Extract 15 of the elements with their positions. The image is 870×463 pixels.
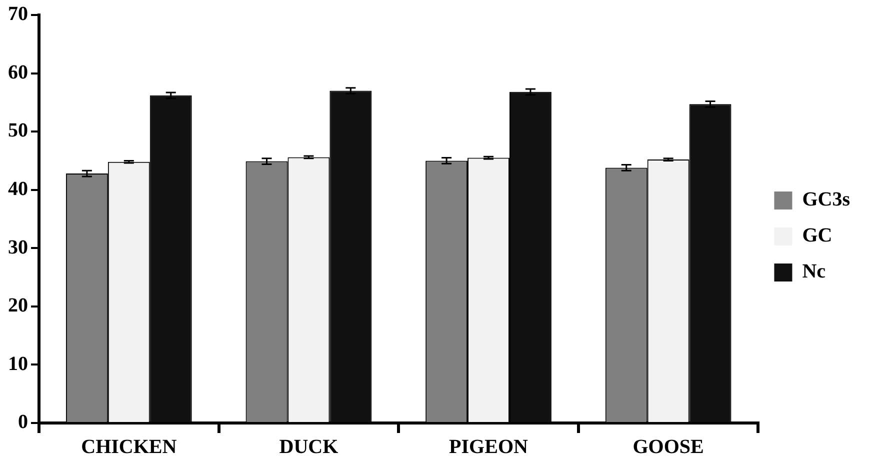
y-tick-label: 60 (8, 61, 28, 84)
legend-label: Nc (802, 260, 826, 283)
y-tick-label: 10 (8, 352, 28, 375)
y-tick-label: 50 (8, 120, 28, 142)
y-tick-label: 20 (8, 294, 28, 317)
x-tick-label: CHICKEN (81, 436, 178, 458)
x-tick-label: GOOSE (632, 436, 704, 458)
y-tick-label: 40 (8, 178, 28, 200)
legend-label: GC (802, 224, 832, 247)
y-tick-label: 30 (8, 236, 28, 258)
legend-label: GC3s (802, 188, 850, 211)
y-tick-label: 0 (18, 411, 28, 434)
x-tick-label: DUCK (279, 436, 339, 458)
y-tick-label: 70 (8, 3, 28, 26)
x-tick-label: PIGEON (449, 436, 529, 458)
